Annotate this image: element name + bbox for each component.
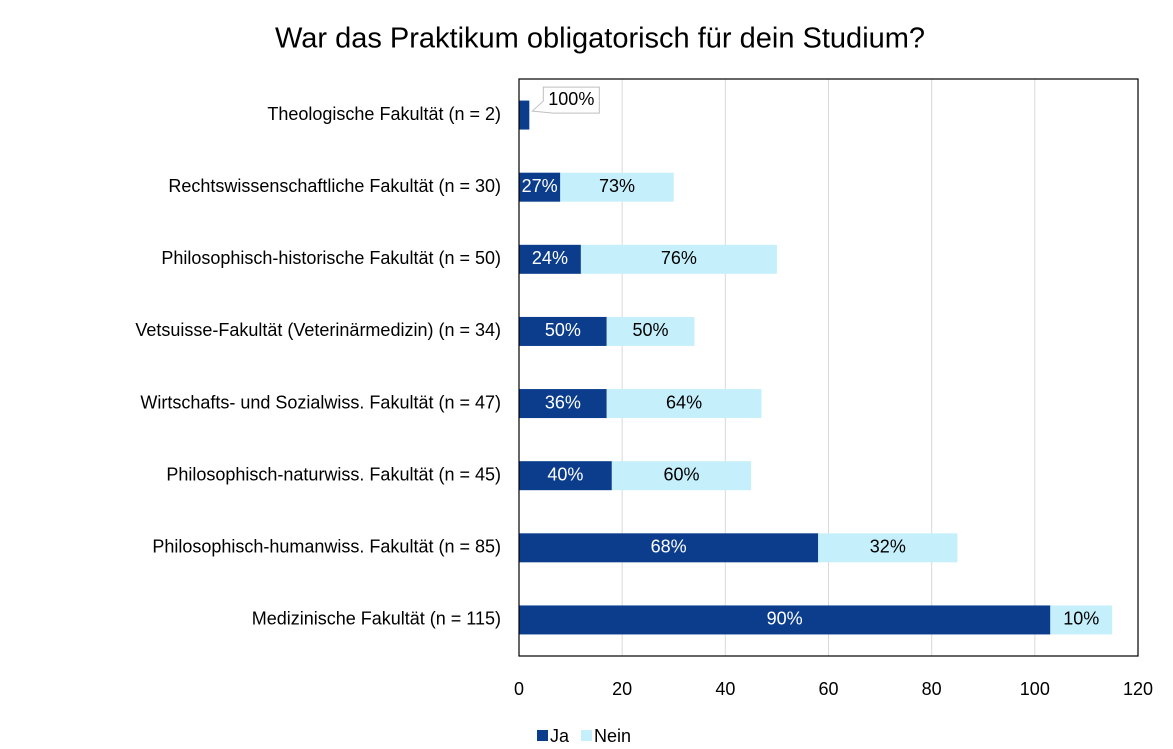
value-label: 24%	[532, 248, 568, 268]
legend-label: Ja	[550, 726, 570, 746]
chart-title: War das Praktikum obligatorisch für dein…	[275, 23, 925, 55]
value-label: 73%	[599, 176, 635, 196]
bar-segment	[519, 100, 530, 130]
x-tick-label: 0	[514, 679, 524, 699]
value-label: 50%	[545, 320, 581, 340]
legend-label: Nein	[594, 726, 631, 746]
bar-segment	[818, 533, 958, 563]
x-tick-label: 60	[818, 679, 838, 699]
bar-segment	[519, 461, 612, 491]
bar-segment	[519, 605, 1051, 635]
x-tick-label: 40	[715, 679, 735, 699]
value-label: 90%	[767, 609, 803, 629]
callout-box	[531, 86, 600, 114]
y-tick-label: Theologische Fakultät (n = 2)	[267, 104, 501, 124]
value-label: 100%	[548, 89, 594, 109]
y-tick-label: Medizinische Fakultät (n = 115)	[252, 609, 501, 629]
value-label: 10%	[1063, 609, 1099, 629]
bar-segment	[519, 316, 607, 346]
value-label: 27%	[522, 176, 558, 196]
bar-segment	[519, 389, 607, 419]
value-label: 68%	[651, 537, 687, 557]
bar-segment	[611, 461, 752, 491]
x-tick-label: 100	[1020, 679, 1050, 699]
bar-segment	[519, 172, 561, 202]
legend-swatch	[581, 730, 593, 741]
bar-segment	[560, 172, 674, 202]
bar-segment	[519, 533, 819, 563]
value-label: 76%	[661, 248, 697, 268]
y-tick-label: Vetsuisse-Fakultät (Veterinärmedizin) (n…	[135, 320, 501, 340]
y-tick-label: Philosophisch-humanwiss. Fakultät (n = 8…	[152, 537, 501, 557]
value-label: 32%	[870, 537, 906, 557]
x-tick-label: 80	[922, 679, 942, 699]
x-tick-label: 120	[1123, 679, 1153, 699]
y-tick-label: Philosophisch-naturwiss. Fakultät (n = 4…	[166, 464, 501, 484]
y-tick-label: Philosophisch-historische Fakultät (n = …	[161, 248, 501, 268]
y-tick-label: Wirtschafts- und Sozialwiss. Fakultät (n…	[140, 392, 501, 412]
legend-swatch	[537, 730, 548, 741]
x-tick-label: 20	[612, 679, 632, 699]
bar-segment	[606, 316, 695, 346]
value-label: 60%	[663, 464, 699, 484]
bar-segment	[580, 244, 777, 274]
bar-segment	[519, 244, 581, 274]
y-tick-label: Rechtswissenschaftliche Fakultät (n = 30…	[168, 176, 501, 196]
bar-segment	[606, 389, 762, 419]
plot-border	[518, 78, 1139, 657]
bar-segment	[1050, 605, 1113, 635]
value-label: 64%	[666, 392, 702, 412]
value-label: 40%	[547, 464, 583, 484]
value-label: 50%	[633, 320, 669, 340]
value-label: 36%	[545, 392, 581, 412]
